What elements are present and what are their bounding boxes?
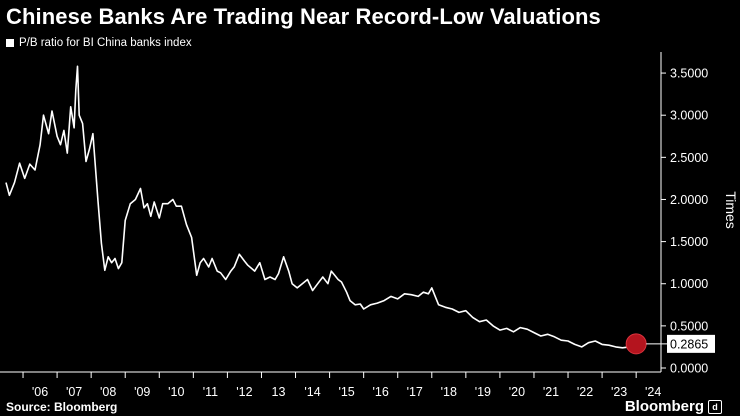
legend: P/B ratio for BI China banks index bbox=[6, 37, 192, 49]
link-icon: d bbox=[708, 399, 722, 414]
series-line bbox=[5, 65, 642, 349]
x-tick-label: '09 bbox=[134, 385, 150, 399]
y-tick-label: 0.5000 bbox=[670, 319, 708, 333]
y-tick-label: 3.5000 bbox=[670, 67, 708, 81]
x-tick-label: '19 bbox=[475, 385, 491, 399]
x-tick-label: '24 bbox=[645, 385, 661, 399]
x-tick-label: '08 bbox=[100, 385, 116, 399]
x-tick-label: '11 bbox=[203, 385, 218, 399]
y-tick-label: 3.0000 bbox=[670, 109, 708, 123]
x-tick-label: '10 bbox=[168, 385, 184, 399]
latest-value-marker bbox=[625, 333, 647, 355]
y-tick-label: 1.0000 bbox=[670, 277, 708, 291]
x-tick-label: '15 bbox=[338, 385, 354, 399]
source-note: Source: Bloomberg bbox=[6, 400, 118, 414]
y-tick-label: 2.0000 bbox=[670, 193, 708, 207]
x-tick-label: '21 bbox=[543, 385, 559, 399]
x-tick-label: '07 bbox=[66, 385, 82, 399]
callout-box bbox=[667, 334, 715, 353]
x-tick-label: 13 bbox=[272, 385, 286, 399]
x-tick-label: '06 bbox=[32, 385, 48, 399]
brand-label: Bloomberg bbox=[624, 398, 704, 415]
x-tick-label: '12 bbox=[236, 385, 252, 399]
x-tick-label: '16 bbox=[373, 385, 389, 399]
chart-title: Chinese Banks Are Trading Near Record-Lo… bbox=[6, 4, 601, 29]
y-tick-label: 0.0000 bbox=[670, 362, 708, 376]
x-tick-label: '17 bbox=[407, 385, 423, 399]
y-tick-label: 2.5000 bbox=[670, 151, 708, 165]
x-tick-label: '22 bbox=[577, 385, 593, 399]
callout-label: 0.2865 bbox=[670, 337, 708, 351]
bloomberg-logo: Bloomberg d bbox=[625, 398, 722, 415]
x-tick-label: '18 bbox=[441, 385, 457, 399]
legend-swatch bbox=[6, 39, 14, 47]
x-tick-label: '23 bbox=[611, 385, 627, 399]
y-axis-title: Times bbox=[723, 191, 739, 229]
legend-label: P/B ratio for BI China banks index bbox=[19, 37, 192, 49]
x-tick-label: '14 bbox=[304, 385, 320, 399]
x-tick-label: '20 bbox=[509, 385, 525, 399]
y-tick-label: 1.5000 bbox=[670, 235, 708, 249]
